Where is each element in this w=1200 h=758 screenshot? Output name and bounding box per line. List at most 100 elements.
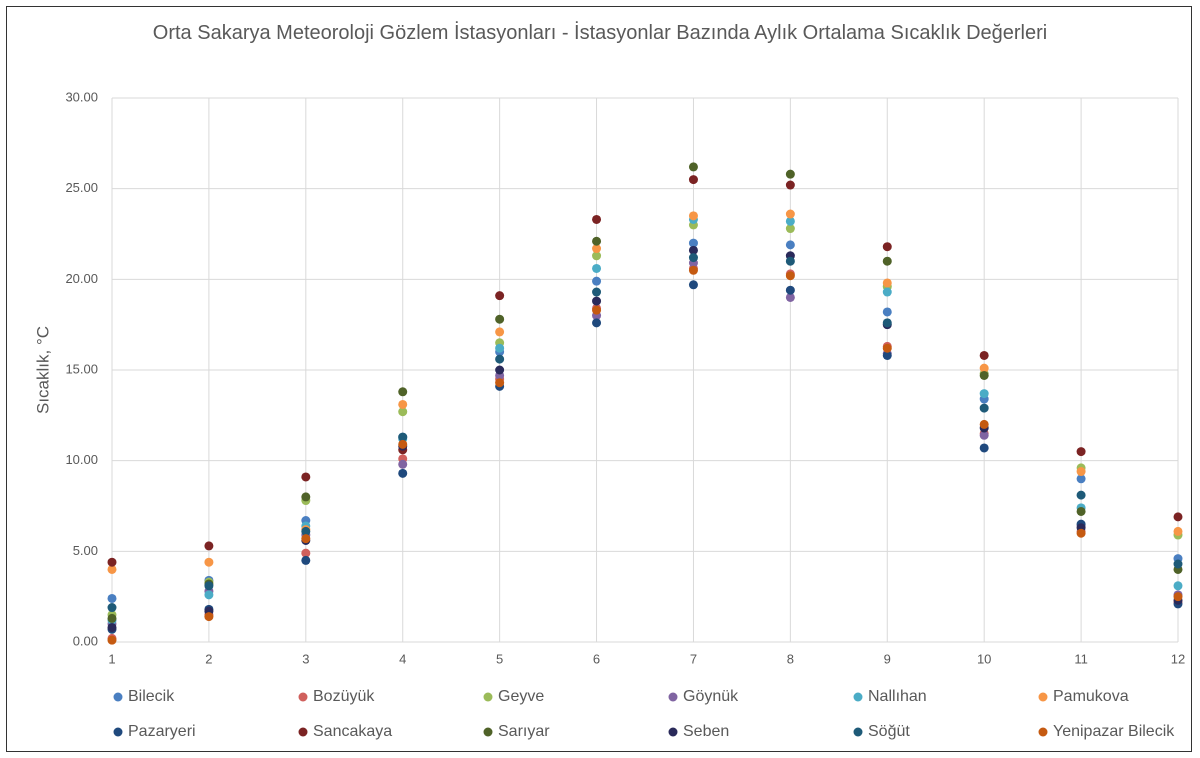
data-point	[495, 354, 505, 364]
x-tick-label: 2	[205, 651, 212, 666]
data-point	[398, 459, 408, 469]
data-point	[398, 468, 408, 478]
legend-label: Göynük	[683, 688, 739, 705]
data-point	[1076, 528, 1086, 538]
data-point	[301, 472, 311, 482]
data-point	[979, 370, 989, 380]
data-point	[1173, 592, 1183, 602]
data-point	[592, 318, 602, 328]
data-point	[107, 593, 117, 603]
x-tick-label: 3	[302, 651, 309, 666]
data-point	[107, 564, 117, 574]
y-tick-label: 10.00	[65, 452, 98, 467]
data-point	[785, 285, 795, 295]
data-point	[1076, 506, 1086, 516]
data-point	[398, 407, 408, 417]
data-point	[592, 236, 602, 246]
legend-marker	[1038, 692, 1048, 702]
data-point	[688, 238, 698, 248]
legend-marker	[483, 727, 493, 737]
data-point	[495, 378, 505, 388]
data-point	[785, 180, 795, 190]
data-point	[785, 271, 795, 281]
data-point	[107, 603, 117, 613]
data-point	[592, 305, 602, 315]
data-point	[688, 162, 698, 172]
data-point	[979, 403, 989, 413]
legend-label: Pamukova	[1053, 688, 1129, 705]
data-point	[882, 350, 892, 360]
x-tick-label: 7	[690, 651, 697, 666]
legend-marker	[853, 692, 863, 702]
data-point	[979, 430, 989, 440]
data-point	[1173, 581, 1183, 591]
legend-label: Bozüyük	[313, 688, 375, 705]
data-point	[301, 534, 311, 544]
data-point	[688, 280, 698, 290]
data-point	[495, 291, 505, 301]
data-point	[107, 613, 117, 623]
legend-marker	[113, 727, 123, 737]
legend-label: Pazaryeri	[128, 723, 196, 740]
data-point	[882, 256, 892, 266]
data-point	[882, 242, 892, 252]
legend-marker	[298, 727, 308, 737]
data-point	[398, 387, 408, 397]
data-point	[204, 612, 214, 622]
data-point	[592, 296, 602, 306]
data-point	[592, 287, 602, 297]
y-tick-label: 0.00	[73, 633, 98, 648]
data-point	[979, 350, 989, 360]
y-tick-label: 30.00	[65, 89, 98, 104]
data-point	[495, 343, 505, 353]
legend-label: Sancakaya	[313, 723, 392, 740]
data-point	[688, 245, 698, 255]
y-tick-label: 25.00	[65, 180, 98, 195]
data-point	[785, 216, 795, 226]
y-axis-label: Sıcaklık, °C	[33, 326, 52, 414]
legend-marker	[668, 727, 678, 737]
data-point	[785, 224, 795, 234]
legend-marker	[668, 692, 678, 702]
data-point	[785, 292, 795, 302]
data-point	[1173, 512, 1183, 522]
data-point	[107, 635, 117, 645]
data-point	[592, 263, 602, 273]
data-point	[495, 327, 505, 337]
data-point	[107, 557, 117, 567]
legend-marker	[113, 692, 123, 702]
data-point	[785, 169, 795, 179]
x-tick-label: 6	[593, 651, 600, 666]
data-point	[301, 492, 311, 502]
legend-marker	[483, 692, 493, 702]
data-point	[495, 365, 505, 375]
data-point	[301, 555, 311, 565]
data-point	[785, 209, 795, 219]
data-point	[1076, 474, 1086, 484]
data-point	[592, 244, 602, 254]
data-point	[979, 389, 989, 399]
data-point	[1076, 447, 1086, 457]
data-point	[592, 214, 602, 224]
legend-marker	[853, 727, 863, 737]
x-tick-label: 5	[496, 651, 503, 666]
x-tick-label: 4	[399, 651, 406, 666]
legend-label: Bilecik	[128, 688, 175, 705]
x-tick-label: 9	[884, 651, 891, 666]
y-tick-label: 5.00	[73, 543, 98, 558]
data-point	[592, 251, 602, 261]
legend-marker	[298, 692, 308, 702]
data-point	[1076, 490, 1086, 500]
legend-label: Yenipazar Bilecik	[1053, 723, 1175, 740]
data-point	[688, 253, 698, 263]
legend-label: Seben	[683, 723, 729, 740]
data-point	[882, 343, 892, 353]
y-tick-label: 20.00	[65, 271, 98, 286]
data-point	[301, 526, 311, 536]
x-tick-label: 12	[1171, 651, 1185, 666]
x-tick-label: 1	[108, 651, 115, 666]
data-point	[204, 581, 214, 591]
legend-label: Nallıhan	[868, 688, 927, 705]
data-point	[592, 276, 602, 286]
